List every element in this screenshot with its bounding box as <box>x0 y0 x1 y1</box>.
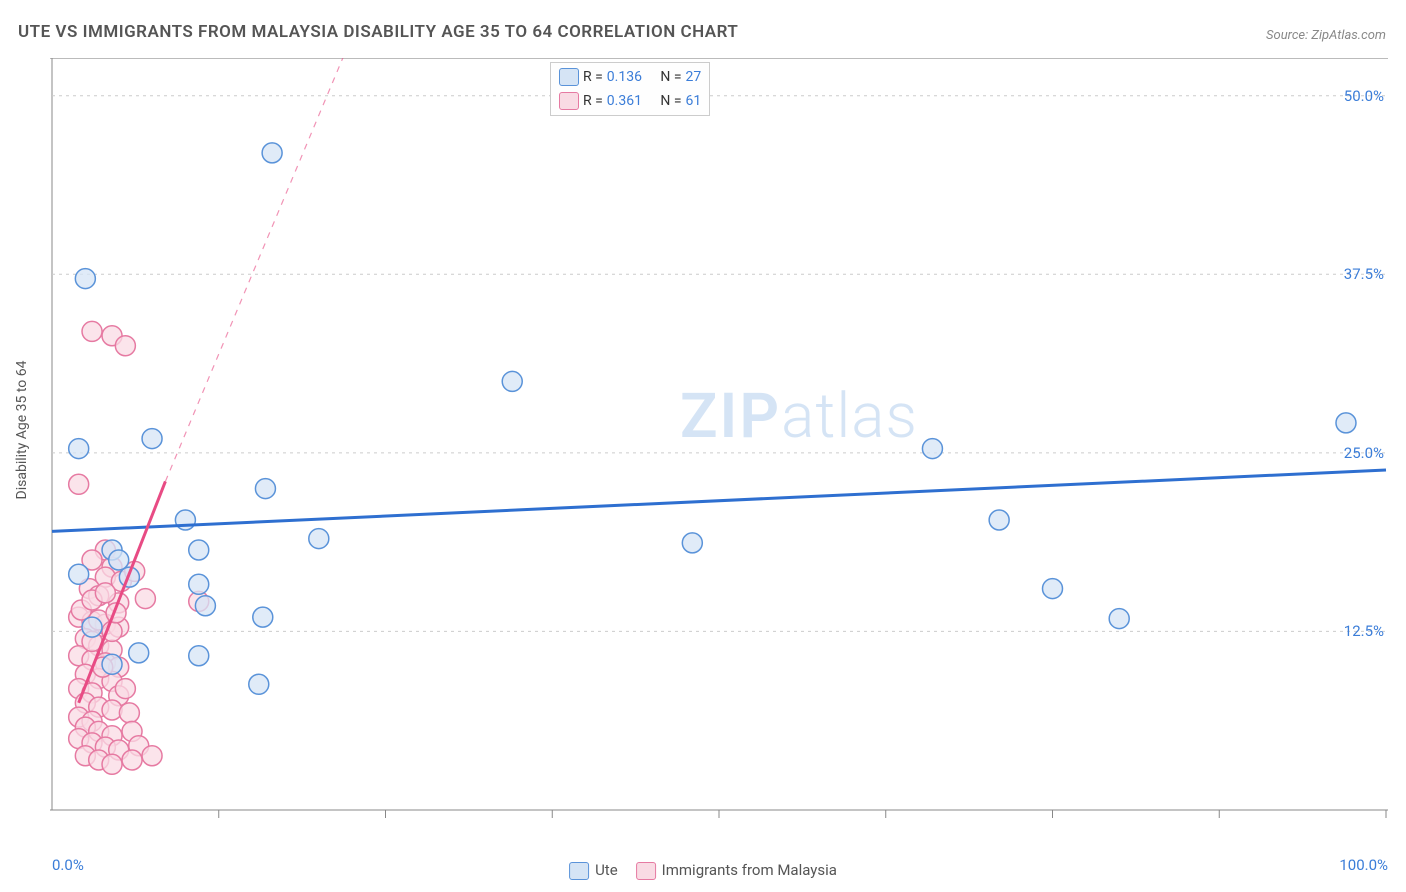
y-tick-label: 12.5% <box>1344 622 1384 640</box>
correlation-legend: R = 0.136 N = 27 R = 0.361 N = 61 <box>550 62 710 116</box>
series-legend: Ute Immigrants from Malaysia <box>569 861 837 880</box>
legend-r-value: 0.136 <box>607 69 642 85</box>
legend-n-label: N = <box>660 93 681 109</box>
legend-swatch-icon <box>559 68 579 86</box>
y-tick-label: 37.5% <box>1344 265 1384 283</box>
legend-r-label: R = <box>583 93 603 109</box>
y-tick-label: 25.0% <box>1344 444 1384 462</box>
y-axis-label: Disability Age 35 to 64 <box>14 361 30 500</box>
legend-row: R = 0.136 N = 27 <box>559 65 701 89</box>
source-label: Source: ZipAtlas.com <box>1266 28 1386 43</box>
legend-r-label: R = <box>583 69 603 85</box>
legend-series-label: Immigrants from Malaysia <box>662 861 837 879</box>
legend-swatch-icon <box>636 862 656 880</box>
chart-plot-area <box>50 58 1388 838</box>
legend-n-label: N = <box>660 69 681 85</box>
legend-series-label: Ute <box>595 861 618 879</box>
x-tick-min: 0.0% <box>52 856 84 874</box>
legend-n-value: 27 <box>686 69 702 85</box>
legend-n-value: 61 <box>686 93 702 109</box>
legend-item: Ute <box>569 861 618 880</box>
scatter-chart-svg <box>50 58 1388 838</box>
legend-r-value: 0.361 <box>607 93 642 109</box>
legend-swatch-icon <box>569 862 589 880</box>
legend-swatch-icon <box>559 92 579 110</box>
y-tick-label: 50.0% <box>1344 87 1384 105</box>
legend-item: Immigrants from Malaysia <box>636 861 837 880</box>
legend-row: R = 0.361 N = 61 <box>559 89 701 113</box>
chart-title: UTE VS IMMIGRANTS FROM MALAYSIA DISABILI… <box>18 22 738 42</box>
x-tick-max: 100.0% <box>1339 856 1388 874</box>
